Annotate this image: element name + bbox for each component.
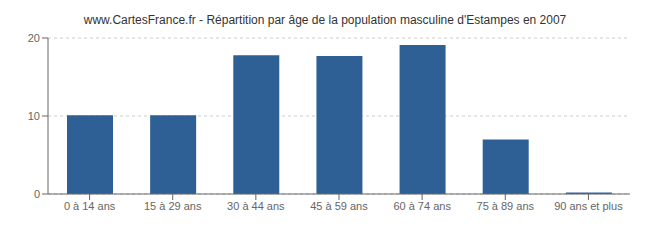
- svg-text:30 à 44 ans: 30 à 44 ans: [227, 200, 285, 212]
- svg-text:15 à 29 ans: 15 à 29 ans: [144, 200, 202, 212]
- svg-text:60 à 74 ans: 60 à 74 ans: [393, 200, 451, 212]
- svg-text:0: 0: [34, 188, 40, 200]
- svg-text:10: 10: [28, 110, 40, 122]
- svg-text:90 ans et plus: 90 ans et plus: [554, 200, 623, 212]
- svg-text:20: 20: [28, 32, 40, 44]
- svg-text:45 à 59 ans: 45 à 59 ans: [310, 200, 368, 212]
- html-text:www.CartesFrance.fr - Répartit: www.CartesFrance.fr - Répartition par âg…: [83, 13, 567, 27]
- svg-text:0 à 14 ans: 0 à 14 ans: [64, 200, 116, 212]
- svg-text:75 à 89 ans: 75 à 89 ans: [477, 200, 535, 212]
